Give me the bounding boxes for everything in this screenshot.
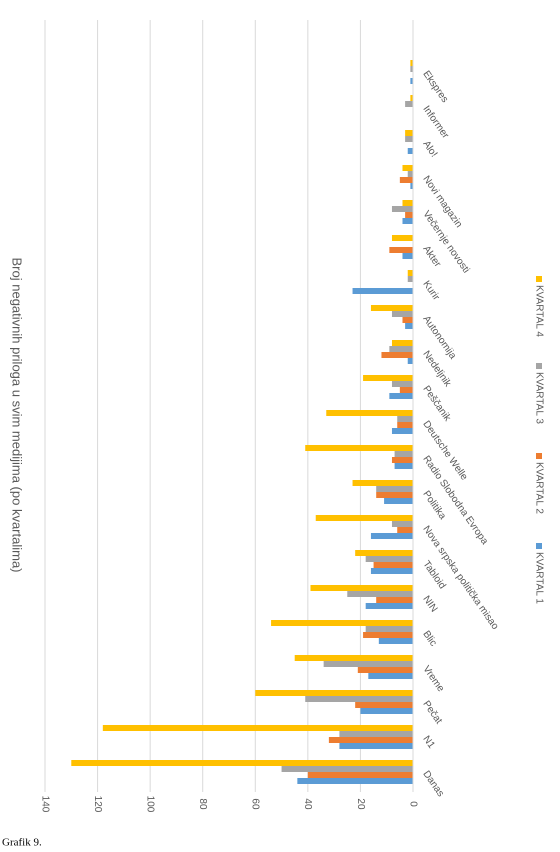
bar [402,218,413,224]
bar [391,206,413,212]
bar [363,375,413,381]
bar [405,212,413,218]
bar [394,451,413,457]
legend-label: KVARTAL 1 [533,552,544,604]
bar [355,550,413,556]
bar [376,492,413,498]
bar [294,655,413,661]
bar [405,101,413,107]
bar [352,480,413,486]
bar [328,737,413,743]
bar [405,323,413,329]
bar [389,393,413,399]
bar [315,515,413,521]
bar [410,183,413,189]
bar [402,200,413,206]
legend-swatch [536,453,542,459]
bar [297,778,413,784]
bar [71,760,414,766]
bar [391,428,413,434]
bar [391,521,413,527]
bar [410,78,413,84]
bar [407,171,413,177]
bar [410,66,413,72]
bar [281,766,413,772]
bar [384,498,413,504]
bar [394,463,413,469]
bar [339,731,413,737]
bar [363,632,413,638]
bar [370,305,413,311]
bar [368,673,413,679]
bar [376,486,413,492]
bar [391,381,413,387]
legend-label: KVARTAL 3 [533,372,544,424]
value-tick-label: 80 [197,798,208,810]
bar [391,235,413,241]
bar [397,416,413,422]
bar [407,276,413,282]
value-tick-label: 0 [407,801,418,807]
legend-swatch [536,363,542,369]
bar [339,743,413,749]
bar [271,620,413,626]
bar [307,772,413,778]
legend-label: KVARTAL 4 [533,285,544,337]
chart-title: Broj negativnih priloga u svim medijima … [10,257,25,572]
bar [357,667,413,673]
bar [399,177,413,183]
bar [397,422,413,428]
bar [323,661,413,667]
bar [365,556,413,562]
bar [373,562,413,568]
bar [255,690,413,696]
bar [402,165,413,171]
bar [347,591,413,597]
bar [360,708,413,714]
bar [405,130,413,136]
bar [370,568,413,574]
bar [389,247,413,253]
bar [352,288,413,294]
bar [391,457,413,463]
bar [391,340,413,346]
legend-label: KVARTAL 2 [533,462,544,514]
bar [102,725,413,731]
bar [389,346,413,352]
bar [365,603,413,609]
caption: Grafik 9. [2,837,42,849]
bar [399,387,413,393]
bar [410,95,413,101]
bar [402,253,413,259]
bar [326,410,413,416]
bar [370,533,413,539]
bar [407,358,413,364]
bar [407,270,413,276]
bar [305,696,413,702]
bar [355,702,413,708]
bar [397,527,413,533]
value-tick-label: 40 [302,798,313,810]
bar [310,585,413,591]
bar [365,626,413,632]
bar [378,638,413,644]
bar [381,352,413,358]
legend-swatch [536,543,542,549]
value-tick-label: 20 [355,798,366,810]
bar [402,317,413,323]
bar [405,136,413,142]
legend-swatch [536,276,542,282]
bar [376,597,413,603]
bar [391,311,413,317]
value-tick-label: 140 [39,796,50,813]
bar [410,60,413,66]
bar [305,445,413,451]
value-tick-label: 100 [145,796,156,813]
bar [407,148,413,154]
value-tick-label: 60 [250,798,261,810]
value-tick-label: 120 [92,796,103,813]
